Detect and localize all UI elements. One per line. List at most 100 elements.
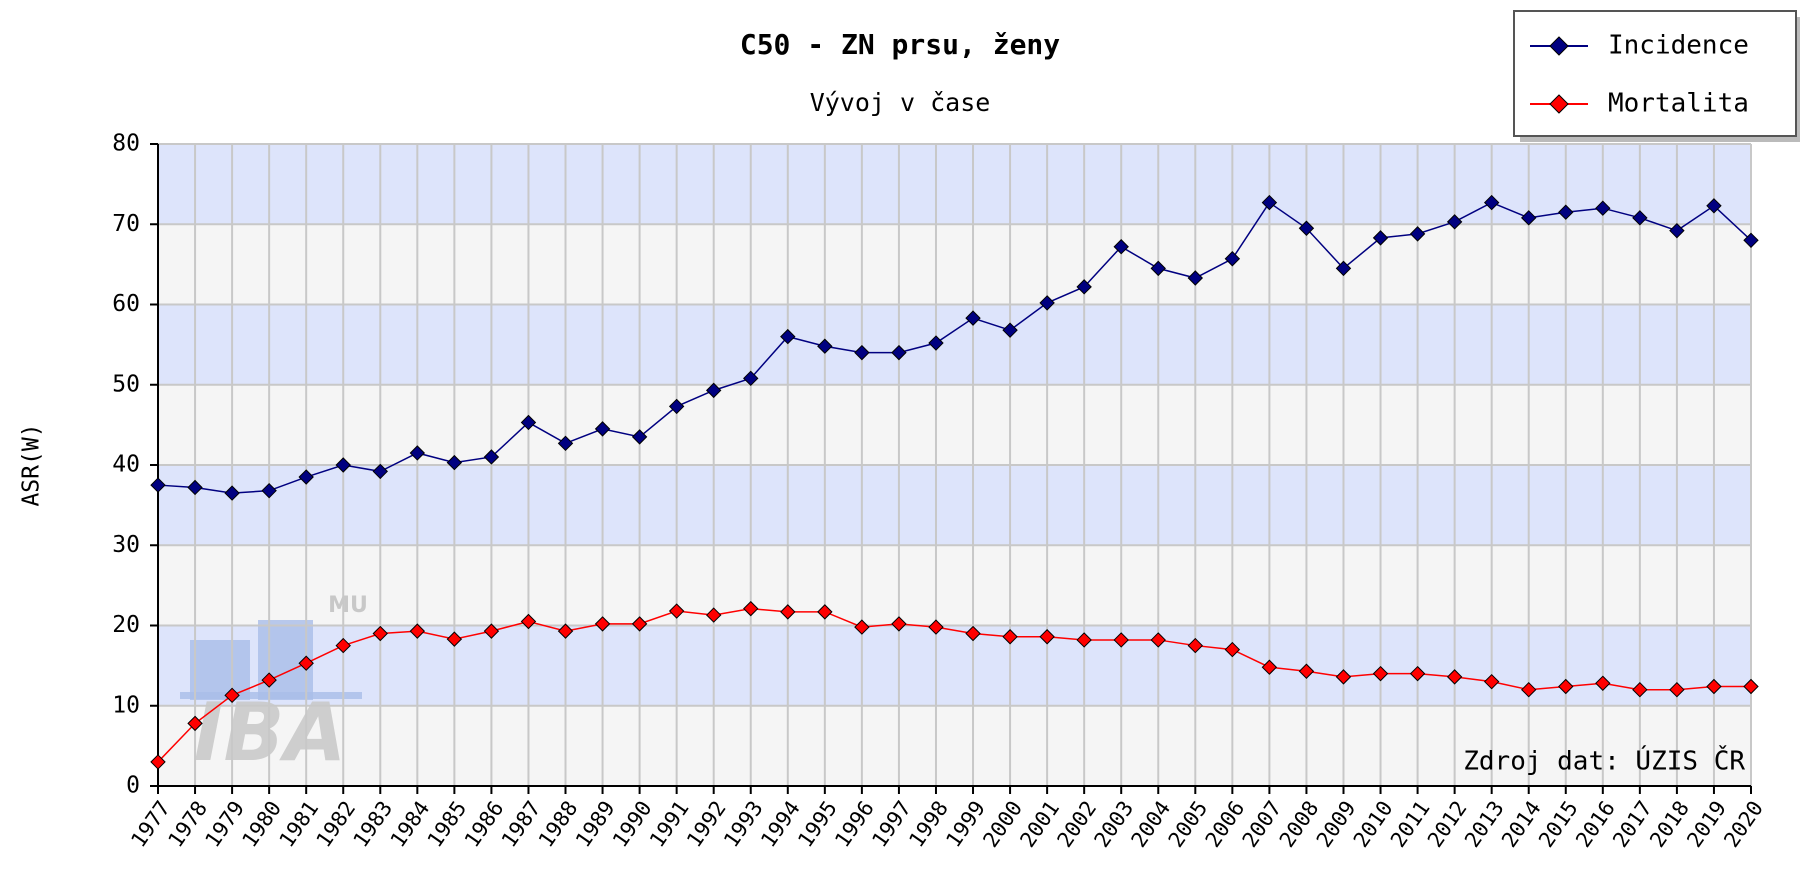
data-point	[483, 449, 500, 465]
data-point	[446, 631, 463, 647]
x-tick-label: 1993	[719, 797, 768, 852]
data-point	[891, 616, 907, 632]
data-point	[743, 370, 759, 387]
data-point	[965, 310, 981, 326]
data-point	[1558, 204, 1574, 220]
y-tick-label: 0	[126, 773, 140, 799]
data-point	[1335, 260, 1352, 277]
data-point	[261, 672, 277, 688]
x-tick-label: 1989	[571, 797, 620, 852]
data-point	[150, 754, 166, 770]
background-band	[158, 545, 1751, 626]
data-point	[854, 344, 870, 361]
x-tick-label: 1996	[830, 797, 879, 852]
data-point	[1039, 629, 1055, 645]
data-point	[1446, 669, 1463, 685]
x-tick-label: 1985	[423, 797, 472, 852]
x-tick-label: 2002	[1053, 797, 1102, 852]
x-tick-label: 1984	[386, 797, 435, 852]
x-tick-label: 1987	[497, 797, 546, 852]
data-point	[817, 604, 833, 620]
data-point	[520, 613, 537, 630]
data-point	[891, 344, 907, 361]
data-point	[372, 625, 388, 642]
data-point	[1632, 210, 1648, 226]
y-tick-label: 60	[112, 291, 140, 317]
x-tick-label: 2017	[1608, 797, 1657, 852]
data-point	[187, 715, 203, 732]
background-band	[158, 625, 1751, 706]
x-tick-label: 1995	[793, 797, 842, 852]
data-point	[224, 687, 240, 704]
data-point	[372, 463, 388, 480]
data-point	[743, 600, 759, 617]
data-point	[854, 619, 870, 635]
data-point	[594, 421, 611, 437]
data-point	[409, 623, 426, 639]
y-axis-label: ASR(W)	[19, 423, 45, 506]
x-tick-label: 2010	[1349, 797, 1398, 852]
x-tick-label: 1988	[534, 797, 583, 852]
x-tick-label: 1992	[682, 797, 731, 852]
data-point	[1002, 322, 1018, 338]
data-point	[1595, 675, 1611, 691]
data-point	[928, 335, 944, 351]
x-tick-label: 1978	[163, 797, 212, 852]
x-tick-label: 2013	[1460, 797, 1509, 852]
data-point	[1558, 678, 1574, 695]
data-point	[1521, 681, 1537, 698]
data-point	[1483, 673, 1500, 690]
x-tick-label: 1994	[756, 797, 805, 852]
x-tick-label: 2016	[1571, 797, 1620, 852]
x-tick-label: 2007	[1238, 797, 1287, 852]
data-point	[1298, 663, 1315, 679]
x-tick-label: 2003	[1090, 797, 1139, 852]
data-point	[1595, 200, 1611, 216]
background-band	[158, 384, 1751, 465]
data-point	[1113, 632, 1129, 648]
data-point	[1632, 681, 1648, 698]
data-point	[1187, 637, 1204, 654]
data-point	[1261, 194, 1278, 211]
x-tick-label: 2008	[1275, 797, 1324, 852]
data-point	[1669, 222, 1685, 239]
data-point	[298, 655, 314, 671]
data-point	[1224, 251, 1241, 267]
watermark-shape	[180, 692, 362, 699]
data-point	[224, 485, 240, 501]
background-band	[158, 144, 1751, 225]
data-point	[483, 623, 500, 639]
data-point	[1483, 194, 1500, 211]
x-tick-label: 1997	[867, 797, 916, 852]
data-point	[1298, 220, 1315, 236]
x-tick-label: 2012	[1423, 797, 1472, 852]
data-point	[1669, 681, 1685, 698]
data-point	[780, 604, 796, 620]
y-tick-label: 30	[112, 532, 140, 558]
data-point	[705, 607, 722, 623]
background-band	[158, 224, 1751, 305]
data-point	[1076, 279, 1092, 295]
background-band	[158, 304, 1751, 385]
x-tick-label: 1999	[941, 797, 990, 852]
x-tick-label: 2015	[1534, 797, 1583, 852]
data-point	[1224, 641, 1241, 658]
y-tick-label: 40	[112, 452, 140, 478]
data-point	[1187, 270, 1204, 286]
data-point	[1706, 678, 1722, 695]
data-point	[261, 482, 277, 499]
y-tick-label: 10	[112, 692, 140, 718]
data-point	[817, 338, 833, 354]
x-tick-label: 1990	[608, 797, 657, 852]
data-point	[1446, 214, 1463, 230]
x-tick-label: 2011	[1386, 797, 1435, 852]
data-point	[1372, 230, 1389, 246]
x-tick-label: 1982	[312, 797, 361, 852]
legend-marker	[1549, 94, 1569, 114]
background-band	[158, 705, 1751, 786]
data-point	[1409, 226, 1426, 242]
x-tick-label: 2019	[1682, 797, 1731, 852]
chart-title: C50 - ZN prsu, ženy	[740, 28, 1060, 61]
data-point	[557, 623, 574, 639]
x-tick-label: 1991	[645, 797, 694, 852]
